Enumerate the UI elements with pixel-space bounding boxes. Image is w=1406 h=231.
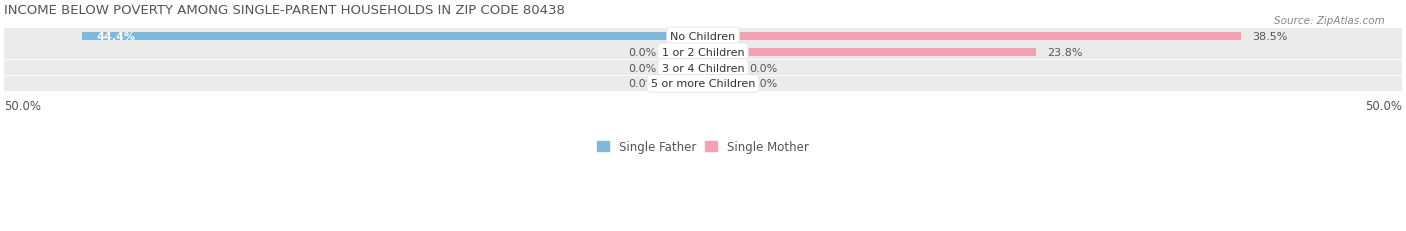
Bar	[703, 64, 745, 72]
Bar	[4, 61, 703, 76]
Text: 0.0%: 0.0%	[749, 79, 778, 89]
Text: 5 or more Children: 5 or more Children	[651, 79, 755, 89]
Text: 50.0%: 50.0%	[4, 100, 41, 112]
Bar	[703, 76, 1402, 91]
Bar	[661, 64, 703, 72]
Text: 0.0%: 0.0%	[628, 63, 657, 73]
Bar	[703, 49, 1036, 57]
Text: 1 or 2 Children: 1 or 2 Children	[662, 48, 744, 58]
Bar	[4, 45, 703, 60]
Bar	[703, 33, 1241, 41]
Text: 23.8%: 23.8%	[1047, 48, 1083, 58]
Text: 0.0%: 0.0%	[628, 48, 657, 58]
Legend: Single Father, Single Mother: Single Father, Single Mother	[593, 136, 813, 158]
Bar	[83, 33, 703, 41]
Text: No Children: No Children	[671, 32, 735, 42]
Bar	[661, 49, 703, 57]
Bar	[703, 61, 1402, 76]
Bar	[703, 45, 1402, 60]
Bar	[703, 80, 745, 88]
Bar	[703, 29, 1402, 44]
Bar	[661, 80, 703, 88]
Text: 50.0%: 50.0%	[1365, 100, 1402, 112]
Text: INCOME BELOW POVERTY AMONG SINGLE-PARENT HOUSEHOLDS IN ZIP CODE 80438: INCOME BELOW POVERTY AMONG SINGLE-PARENT…	[4, 4, 565, 17]
Text: 0.0%: 0.0%	[628, 79, 657, 89]
Bar	[4, 76, 703, 91]
Text: Source: ZipAtlas.com: Source: ZipAtlas.com	[1274, 16, 1385, 26]
Text: 44.4%: 44.4%	[97, 32, 135, 42]
Text: 38.5%: 38.5%	[1253, 32, 1288, 42]
Text: 0.0%: 0.0%	[749, 63, 778, 73]
Bar	[4, 29, 703, 44]
Text: 3 or 4 Children: 3 or 4 Children	[662, 63, 744, 73]
